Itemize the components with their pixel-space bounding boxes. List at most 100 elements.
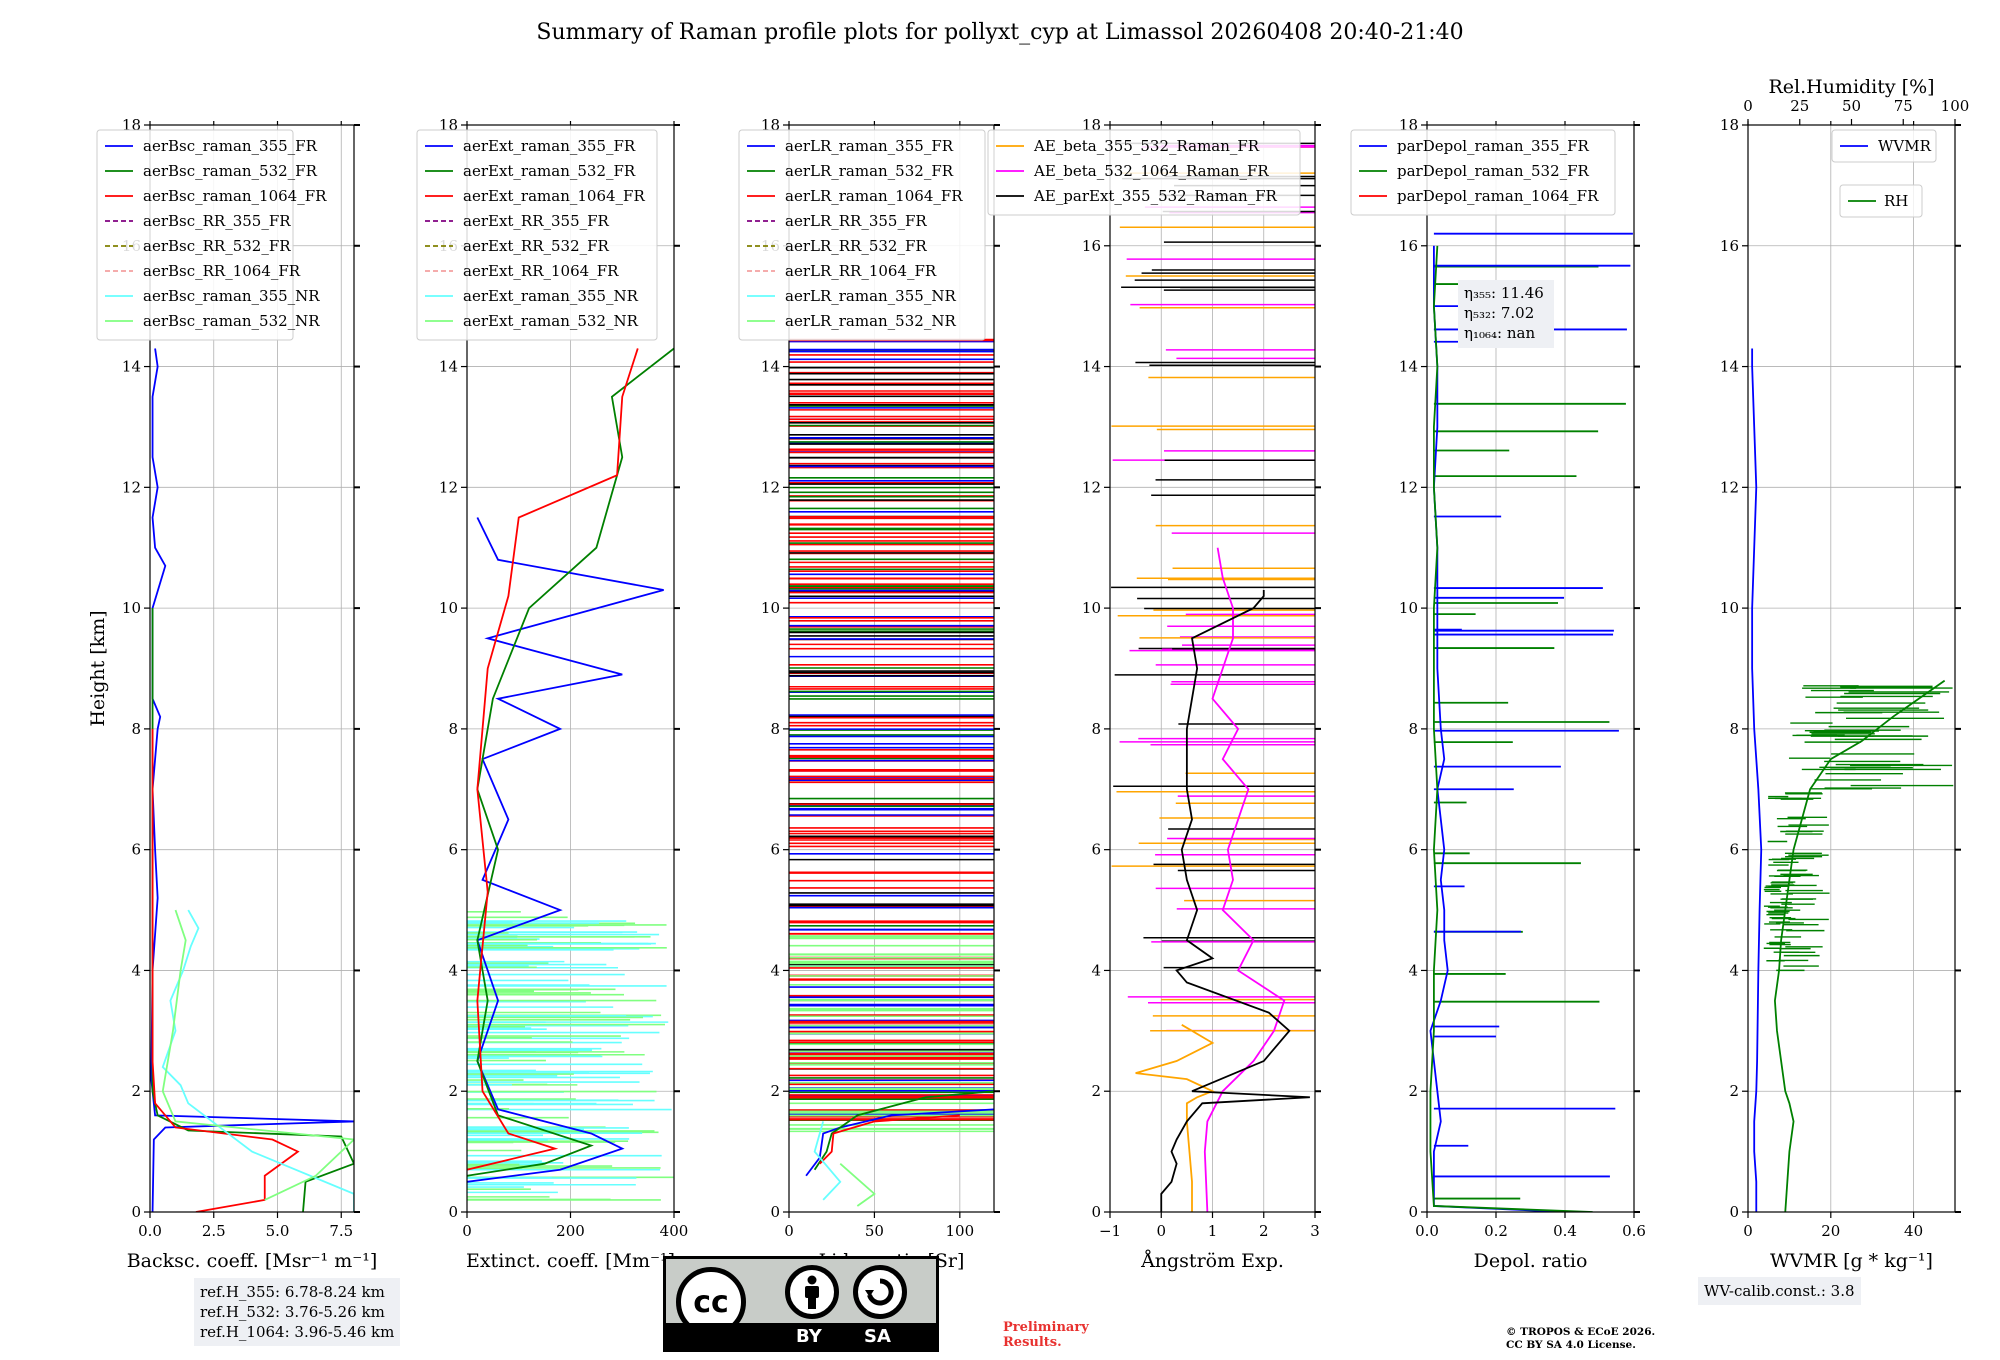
series-group bbox=[1429, 245, 1593, 1212]
x-axis-label: Extinct. coeff. [Mm⁻¹] bbox=[466, 1250, 675, 1272]
ref-height-355: ref.H_355: 6.78-8.24 km bbox=[200, 1283, 385, 1301]
y-tick-label: 12 bbox=[122, 478, 141, 496]
cc-by-label: BY bbox=[796, 1326, 822, 1347]
x-tick-label: 2.5 bbox=[202, 1222, 226, 1240]
y-tick-label: 0 bbox=[770, 1203, 780, 1221]
legend-box bbox=[1350, 129, 1616, 216]
x-tick-label: 100 bbox=[946, 1222, 975, 1240]
reference-height-box: ref.H_355: 6.78-8.24 km ref.H_532: 3.76-… bbox=[194, 1278, 401, 1346]
y-tick-label: 2 bbox=[448, 1082, 458, 1100]
y-tick-label: 8 bbox=[1408, 720, 1418, 738]
legend-entry: parDepol_raman_532_FR bbox=[1397, 162, 1590, 180]
legend: aerLR_raman_355_FR aerLR_raman_532_FR aerL… bbox=[738, 129, 986, 341]
preliminary-note: Preliminary Results. bbox=[1003, 1320, 1123, 1350]
legend-entry: aerExt_raman_355_FR bbox=[463, 137, 636, 155]
eta-box: η₃₅₅: 11.46 η₅₃₂: 7.02 η₁₀₆₄: nan bbox=[1458, 280, 1554, 348]
y-tick-label: 10 bbox=[1399, 599, 1418, 617]
top-tick-label: 50 bbox=[1842, 97, 1861, 115]
axes-frame bbox=[788, 124, 995, 1213]
legend-entry: aerExt_raman_532_NR bbox=[463, 312, 639, 330]
legend-entry: aerBsc_RR_532_FR bbox=[143, 237, 291, 255]
y-tick-label: 8 bbox=[448, 720, 458, 738]
y-tick-label: 8 bbox=[1091, 720, 1101, 738]
legend-entry: AE_beta_355_532_Raman_FR bbox=[1033, 137, 1260, 155]
y-tick-label: 10 bbox=[1082, 599, 1101, 617]
y-tick-label: 14 bbox=[1082, 358, 1101, 376]
legend-box bbox=[1831, 129, 1937, 163]
y-tick-label: 8 bbox=[131, 720, 141, 738]
y-tick-label: 4 bbox=[131, 961, 141, 979]
x-tick-label: 7.5 bbox=[329, 1222, 353, 1240]
series-aerExt_raman_1064_FR bbox=[467, 348, 639, 1171]
legend-entry: RH bbox=[1884, 192, 1908, 210]
y-tick-label: 6 bbox=[770, 841, 780, 859]
legend-entry: aerBsc_raman_532_FR bbox=[143, 162, 318, 180]
x-tick-label: 0.2 bbox=[1484, 1222, 1508, 1240]
legend-entry: aerLR_RR_355_FR bbox=[785, 212, 927, 230]
legend-entry: aerLR_RR_1064_FR bbox=[785, 262, 937, 280]
eta-entry: η₅₃₂: 7.02 bbox=[1464, 304, 1534, 322]
y-tick-label: 16 bbox=[1399, 237, 1418, 255]
y-tick-label: 4 bbox=[1408, 961, 1418, 979]
legend-entry: aerExt_RR_532_FR bbox=[463, 237, 610, 255]
copyright-line-1: © TROPOS & ECoE 2026. bbox=[1506, 1326, 1656, 1338]
legend-entry: AE_beta_532_1064_Raman_FR bbox=[1033, 162, 1269, 180]
legend-entry: WVMR bbox=[1878, 137, 1932, 155]
y-tick-label: 18 bbox=[1720, 116, 1739, 134]
series-aerExt_raman_355_FR bbox=[467, 517, 664, 1183]
eta-box-bg bbox=[1458, 280, 1554, 348]
top-tick-label: 0 bbox=[1743, 97, 1753, 115]
x-tick-label: 0 bbox=[1156, 1222, 1166, 1240]
axes-frame bbox=[149, 124, 355, 1213]
copyright-line-2: CC BY SA 4.0 License. bbox=[1506, 1339, 1636, 1351]
figure-title: Summary of Raman profile plots for polly… bbox=[536, 20, 1464, 45]
x-axis-label: WVMR [g * kg⁻¹] bbox=[1770, 1250, 1933, 1272]
hatch-texture bbox=[789, 338, 994, 1133]
y-tick-label: 4 bbox=[1729, 961, 1739, 979]
x-tick-label: 5.0 bbox=[266, 1222, 290, 1240]
legend-entry: aerBsc_raman_355_FR bbox=[143, 137, 318, 155]
legend-box bbox=[738, 129, 986, 341]
legend-entry: aerLR_RR_532_FR bbox=[785, 237, 927, 255]
legend-entry: AE_parExt_355_532_Raman_FR bbox=[1033, 187, 1278, 205]
series-WVMR bbox=[1751, 348, 1763, 1212]
y-tick-label: 14 bbox=[122, 358, 141, 376]
series-aerLR_raman_1064_FR bbox=[819, 1114, 960, 1165]
series-group bbox=[805, 1090, 994, 1207]
y-tick-label: 4 bbox=[448, 961, 458, 979]
y-tick-label: 6 bbox=[131, 841, 141, 859]
chart-panel-2: 0246810121416180200400Extinct. coeff. [M… bbox=[416, 116, 688, 1272]
y-tick-label: 0 bbox=[131, 1203, 141, 1221]
legend-entry: aerBsc_raman_1064_FR bbox=[143, 187, 327, 205]
y-tick-label: 10 bbox=[1720, 599, 1739, 617]
y-tick-label: 12 bbox=[1720, 478, 1739, 496]
legend-box bbox=[96, 129, 294, 341]
x-tick-label: 0.4 bbox=[1553, 1222, 1577, 1240]
y-tick-label: 8 bbox=[770, 720, 780, 738]
cc-sa-label: SA bbox=[864, 1326, 891, 1347]
y-tick-label: 0 bbox=[1729, 1203, 1739, 1221]
x-axis-label: Backsc. coeff. [Msr⁻¹ m⁻¹] bbox=[127, 1250, 378, 1272]
preliminary-line-2: Results. bbox=[1003, 1335, 1062, 1350]
legend-entry: aerLR_raman_355_FR bbox=[785, 137, 954, 155]
y-tick-label: 14 bbox=[1720, 358, 1739, 376]
y-tick-label: 12 bbox=[1082, 478, 1101, 496]
x-tick-label: 0.0 bbox=[138, 1222, 162, 1240]
legend-entry: aerExt_raman_1064_FR bbox=[463, 187, 645, 205]
legend-entry: aerExt_RR_355_FR bbox=[463, 212, 610, 230]
y-tick-label: 6 bbox=[1729, 841, 1739, 859]
legend: AE_beta_355_532_Raman_FR AE_beta_532_1064… bbox=[987, 129, 1301, 216]
series-aerBsc_raman_1064_FR bbox=[151, 728, 300, 1212]
x-axis-label: Depol. ratio bbox=[1474, 1250, 1588, 1272]
legend-entry: aerLR_raman_355_NR bbox=[785, 287, 956, 305]
legend: aerBsc_raman_355_FR aerBsc_raman_532_FRae… bbox=[96, 129, 327, 341]
legend-entry: parDepol_raman_355_FR bbox=[1397, 137, 1590, 155]
cc-license-logo: cc BY SA bbox=[663, 1256, 939, 1352]
top-tick-label: 75 bbox=[1894, 97, 1913, 115]
legend: WVMR RH bbox=[1831, 129, 1937, 218]
series-aerExt_raman_532_FR bbox=[467, 347, 674, 1177]
legend-entry: aerExt_raman_532_FR bbox=[463, 162, 636, 180]
